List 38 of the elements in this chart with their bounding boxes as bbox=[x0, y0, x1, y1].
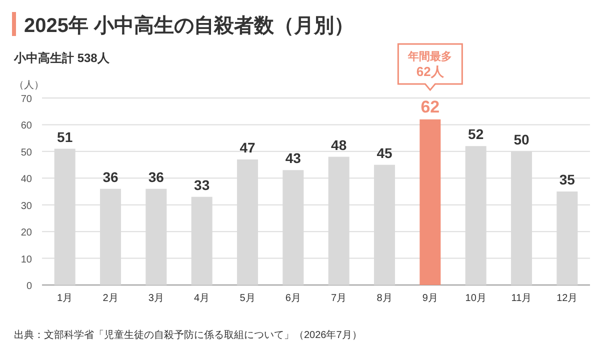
x-tick-label: 1月 bbox=[57, 293, 73, 304]
y-tick-label: 10 bbox=[20, 254, 32, 266]
x-tick-label: 12月 bbox=[556, 293, 578, 304]
data-label: 45 bbox=[376, 144, 392, 161]
data-label: 33 bbox=[194, 176, 210, 193]
data-label: 51 bbox=[57, 128, 73, 145]
y-axis-title: （人） bbox=[14, 80, 44, 91]
y-tick-label: 30 bbox=[20, 200, 32, 212]
x-tick-label: 2月 bbox=[102, 293, 118, 304]
y-tick-label: 60 bbox=[20, 120, 32, 132]
data-label: 50 bbox=[514, 131, 530, 148]
data-label: 52 bbox=[468, 126, 484, 142]
x-tick-label: 5月 bbox=[240, 293, 256, 304]
x-tick-label: 10月 bbox=[465, 293, 486, 304]
y-tick-label: 20 bbox=[20, 228, 32, 239]
y-tick-label: 40 bbox=[20, 174, 32, 186]
y-tick-label: 50 bbox=[20, 147, 32, 158]
x-tick-label: 4月 bbox=[194, 293, 210, 304]
data-label: 36 bbox=[148, 168, 164, 185]
x-tick-label: 3月 bbox=[148, 293, 164, 304]
x-tick-label: 8月 bbox=[376, 293, 392, 304]
data-label: 62 bbox=[420, 97, 440, 116]
data-label: 47 bbox=[240, 139, 256, 156]
data-label: 43 bbox=[285, 150, 302, 166]
chart-title: 2025年 小中高生の自殺者数（月別） bbox=[24, 14, 354, 37]
source-note: 出典：文部科学省「児童生徒の自殺予防に係る取組について」（2026年7月） bbox=[14, 329, 362, 341]
y-tick-label: 70 bbox=[20, 94, 32, 105]
x-tick-label: 9月 bbox=[422, 293, 438, 304]
data-label: 36 bbox=[102, 168, 118, 185]
x-tick-label: 11月 bbox=[511, 293, 532, 304]
y-tick-label: 0 bbox=[26, 281, 32, 292]
data-label: 48 bbox=[331, 136, 347, 153]
x-tick-label: 6月 bbox=[285, 293, 301, 304]
text: 年間最多 62人 bbox=[407, 50, 452, 79]
bar bbox=[420, 119, 441, 285]
data-label: 35 bbox=[559, 172, 576, 188]
chart-subtitle: 小中高生計 538人 bbox=[13, 51, 110, 65]
x-tick-label: 7月 bbox=[331, 293, 347, 304]
